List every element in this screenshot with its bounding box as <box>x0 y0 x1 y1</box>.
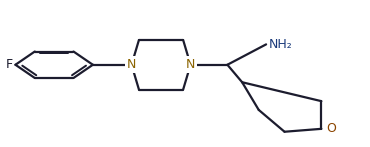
Text: F: F <box>5 58 13 71</box>
Text: N: N <box>186 58 195 71</box>
Text: O: O <box>326 122 336 135</box>
Text: NH₂: NH₂ <box>269 38 293 51</box>
Text: N: N <box>127 58 136 71</box>
